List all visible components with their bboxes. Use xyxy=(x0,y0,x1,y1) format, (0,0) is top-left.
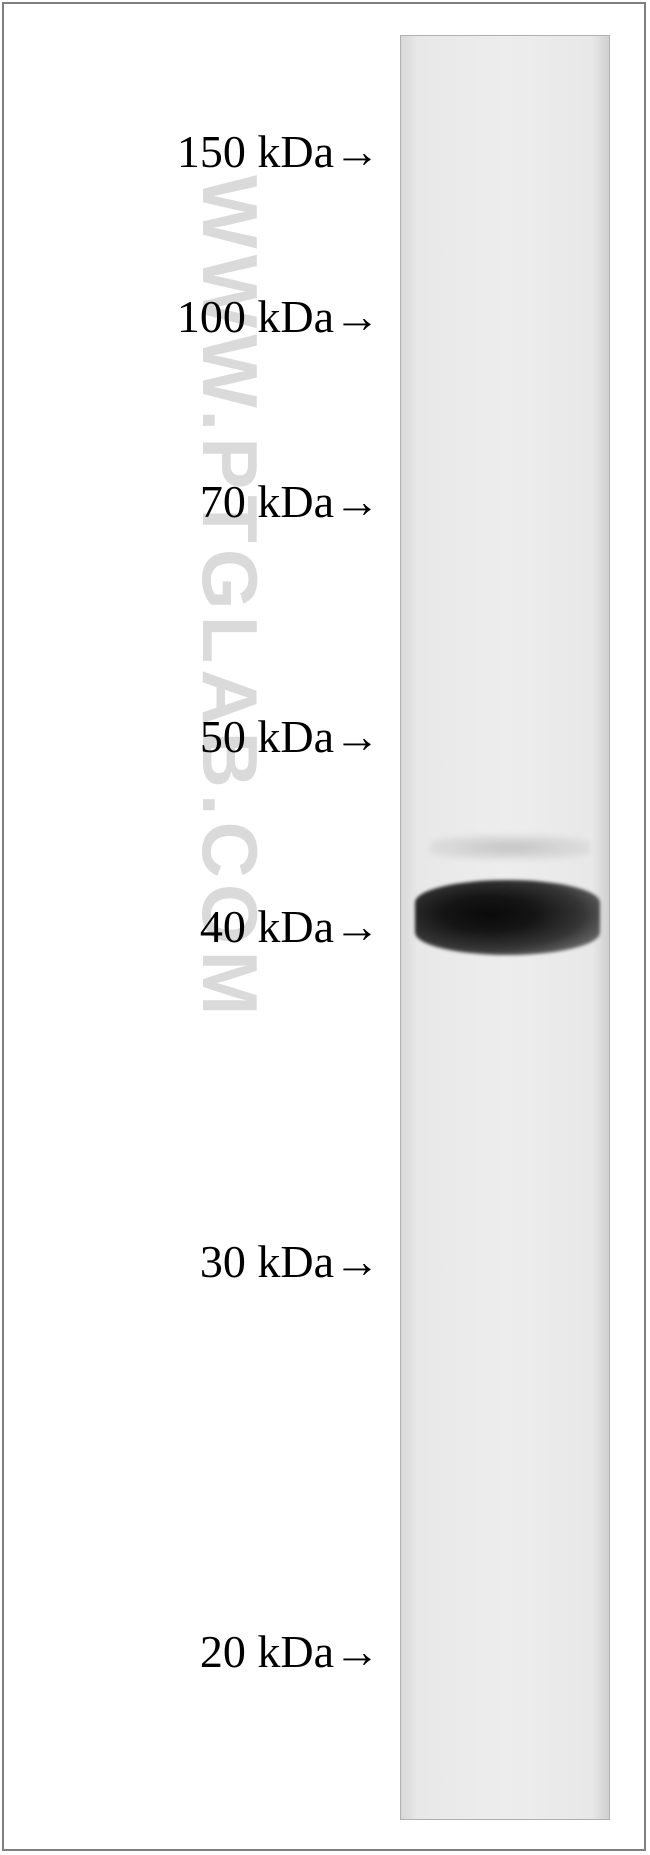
marker-value: 40 kDa xyxy=(200,901,334,952)
marker-70kda: 70 kDa→ xyxy=(200,475,380,528)
marker-30kda: 30 kDa→ xyxy=(200,1235,380,1288)
marker-value: 70 kDa xyxy=(200,476,334,527)
arrow-icon: → xyxy=(334,1236,380,1287)
marker-value: 50 kDa xyxy=(200,711,334,762)
main-band-40kda xyxy=(415,880,600,955)
faint-band-upper xyxy=(430,835,590,860)
marker-value: 30 kDa xyxy=(200,1236,334,1287)
marker-100kda: 100 kDa→ xyxy=(177,290,380,343)
arrow-icon: → xyxy=(334,711,380,762)
western-blot-figure: WWW.PTGLAB.COM 150 kDa→ 100 kDa→ 70 kDa→… xyxy=(0,0,650,1855)
arrow-icon: → xyxy=(334,1626,380,1677)
marker-value: 20 kDa xyxy=(200,1626,334,1677)
marker-value: 150 kDa xyxy=(177,126,334,177)
marker-20kda: 20 kDa→ xyxy=(200,1625,380,1678)
marker-value: 100 kDa xyxy=(177,291,334,342)
marker-150kda: 150 kDa→ xyxy=(177,125,380,178)
arrow-icon: → xyxy=(334,901,380,952)
arrow-icon: → xyxy=(334,126,380,177)
marker-40kda: 40 kDa→ xyxy=(200,900,380,953)
arrow-icon: → xyxy=(334,476,380,527)
marker-50kda: 50 kDa→ xyxy=(200,710,380,763)
arrow-icon: → xyxy=(334,291,380,342)
